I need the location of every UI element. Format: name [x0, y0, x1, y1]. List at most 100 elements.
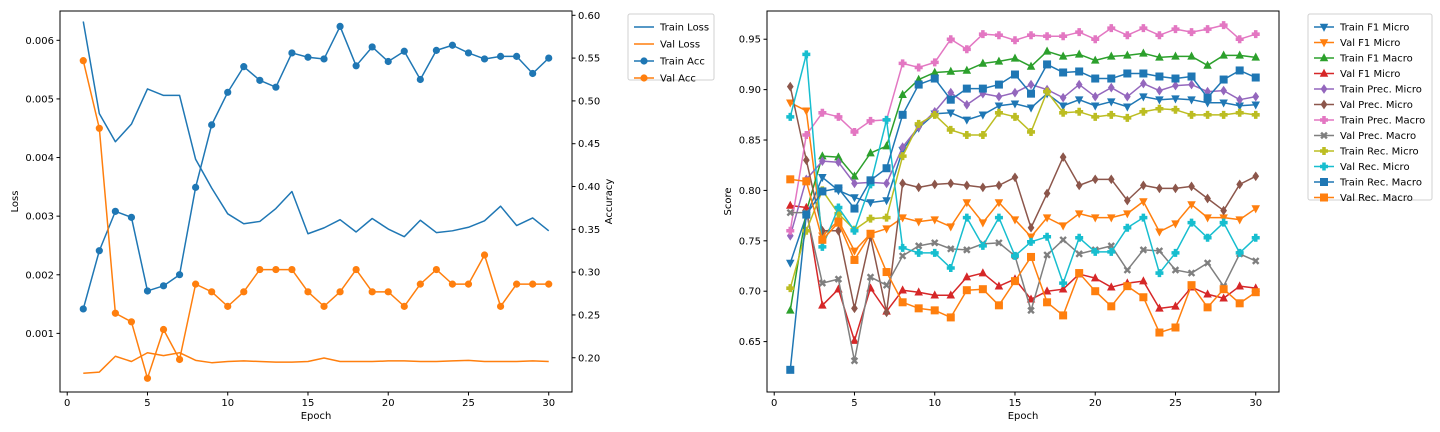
data-point	[914, 80, 923, 89]
data-point	[834, 203, 843, 212]
data-point	[1188, 79, 1195, 90]
legend-label: Train Prec. Micro	[1339, 85, 1422, 96]
data-point	[1059, 236, 1067, 244]
data-point	[1027, 252, 1036, 261]
data-point	[866, 116, 875, 125]
y-tick-label: 0.80	[739, 186, 761, 197]
data-point	[994, 102, 1004, 111]
legend-entry: Val F1 Micro	[1314, 68, 1400, 80]
data-point	[304, 53, 312, 61]
data-point	[1042, 214, 1052, 223]
data-point	[1204, 193, 1211, 204]
data-point	[1187, 201, 1196, 210]
data-point	[994, 31, 1003, 40]
data-point	[1010, 100, 1020, 109]
data-point	[930, 248, 939, 257]
legend-label: Val Rec. Micro	[1340, 162, 1410, 173]
data-point	[963, 99, 971, 110]
data-point	[175, 355, 184, 364]
data-point	[978, 30, 987, 39]
data-point	[1187, 269, 1196, 277]
data-point	[946, 223, 956, 232]
data-point	[946, 35, 955, 44]
data-point	[1027, 237, 1036, 246]
legend-label: Val F1 Micro	[1340, 69, 1400, 80]
data-point	[480, 251, 489, 259]
legend-marker	[1319, 23, 1329, 32]
data-point	[882, 225, 891, 234]
data-point	[1187, 110, 1196, 119]
data-point	[962, 272, 972, 281]
data-point	[1107, 302, 1116, 311]
data-point	[1075, 250, 1083, 258]
data-point	[1235, 108, 1244, 117]
plot-frame	[59, 10, 573, 393]
data-point	[1236, 179, 1244, 190]
data-point	[930, 74, 939, 83]
data-point	[224, 302, 232, 310]
data-point	[1027, 127, 1036, 136]
x-tick-label: 30	[542, 398, 555, 409]
data-point	[1027, 31, 1036, 40]
data-point	[496, 52, 505, 60]
data-point	[802, 202, 811, 211]
series-line-train-f1-macro	[789, 50, 1256, 311]
data-point	[545, 54, 553, 62]
data-point	[882, 115, 891, 124]
data-point	[850, 247, 859, 256]
data-point	[978, 219, 988, 228]
data-point	[963, 180, 971, 191]
data-point	[946, 290, 956, 299]
data-point	[850, 335, 859, 344]
data-point	[883, 178, 890, 189]
data-point	[336, 22, 344, 31]
data-point	[963, 246, 971, 254]
data-point	[818, 300, 827, 309]
data-point	[1139, 198, 1148, 207]
data-point	[1058, 51, 1068, 60]
legend-entry: Val Acc	[634, 74, 696, 85]
data-point	[1155, 303, 1164, 312]
legend-label: Train F1 Micro	[1339, 23, 1409, 34]
data-point	[320, 55, 328, 63]
data-point	[786, 200, 795, 209]
data-point	[898, 152, 907, 161]
data-point	[1123, 210, 1132, 219]
score-chart: 0 5 10 15 20 25 30 0.65 0.70 0.75 0.80 0.85 0.90 0.95…	[723, 10, 1433, 422]
data-point	[1042, 286, 1052, 295]
data-point	[1235, 66, 1244, 75]
data-point	[818, 108, 827, 117]
data-point	[835, 225, 842, 236]
data-point	[802, 155, 810, 166]
data-point	[1074, 96, 1084, 105]
data-point	[1251, 257, 1260, 265]
x-tick-label: 5	[851, 398, 857, 409]
data-point	[1123, 282, 1132, 291]
data-point	[978, 241, 987, 250]
legend-marker	[1319, 53, 1329, 62]
y2-tick-label: 0.55	[578, 54, 600, 65]
data-point	[192, 183, 200, 191]
data-point	[1027, 306, 1035, 315]
data-point	[416, 280, 424, 288]
legend-marker	[640, 57, 648, 65]
data-point	[1059, 279, 1068, 288]
series-val-prec-micro	[786, 81, 1260, 318]
data-point	[224, 88, 232, 96]
data-point	[1058, 222, 1068, 231]
data-point	[448, 280, 457, 288]
data-point	[1155, 31, 1164, 40]
data-point	[1139, 107, 1148, 116]
data-point	[962, 45, 971, 54]
data-point	[1010, 216, 1020, 225]
data-point	[994, 108, 1003, 117]
data-point	[1043, 87, 1052, 96]
data-point	[1123, 103, 1132, 112]
legend-entry: Val Loss	[634, 40, 700, 51]
data-point	[1091, 91, 1099, 102]
data-point	[1123, 91, 1131, 102]
data-point	[208, 288, 216, 296]
x-tick-label: 15	[302, 398, 315, 409]
data-point	[1010, 277, 1019, 286]
data-point	[995, 91, 1003, 102]
